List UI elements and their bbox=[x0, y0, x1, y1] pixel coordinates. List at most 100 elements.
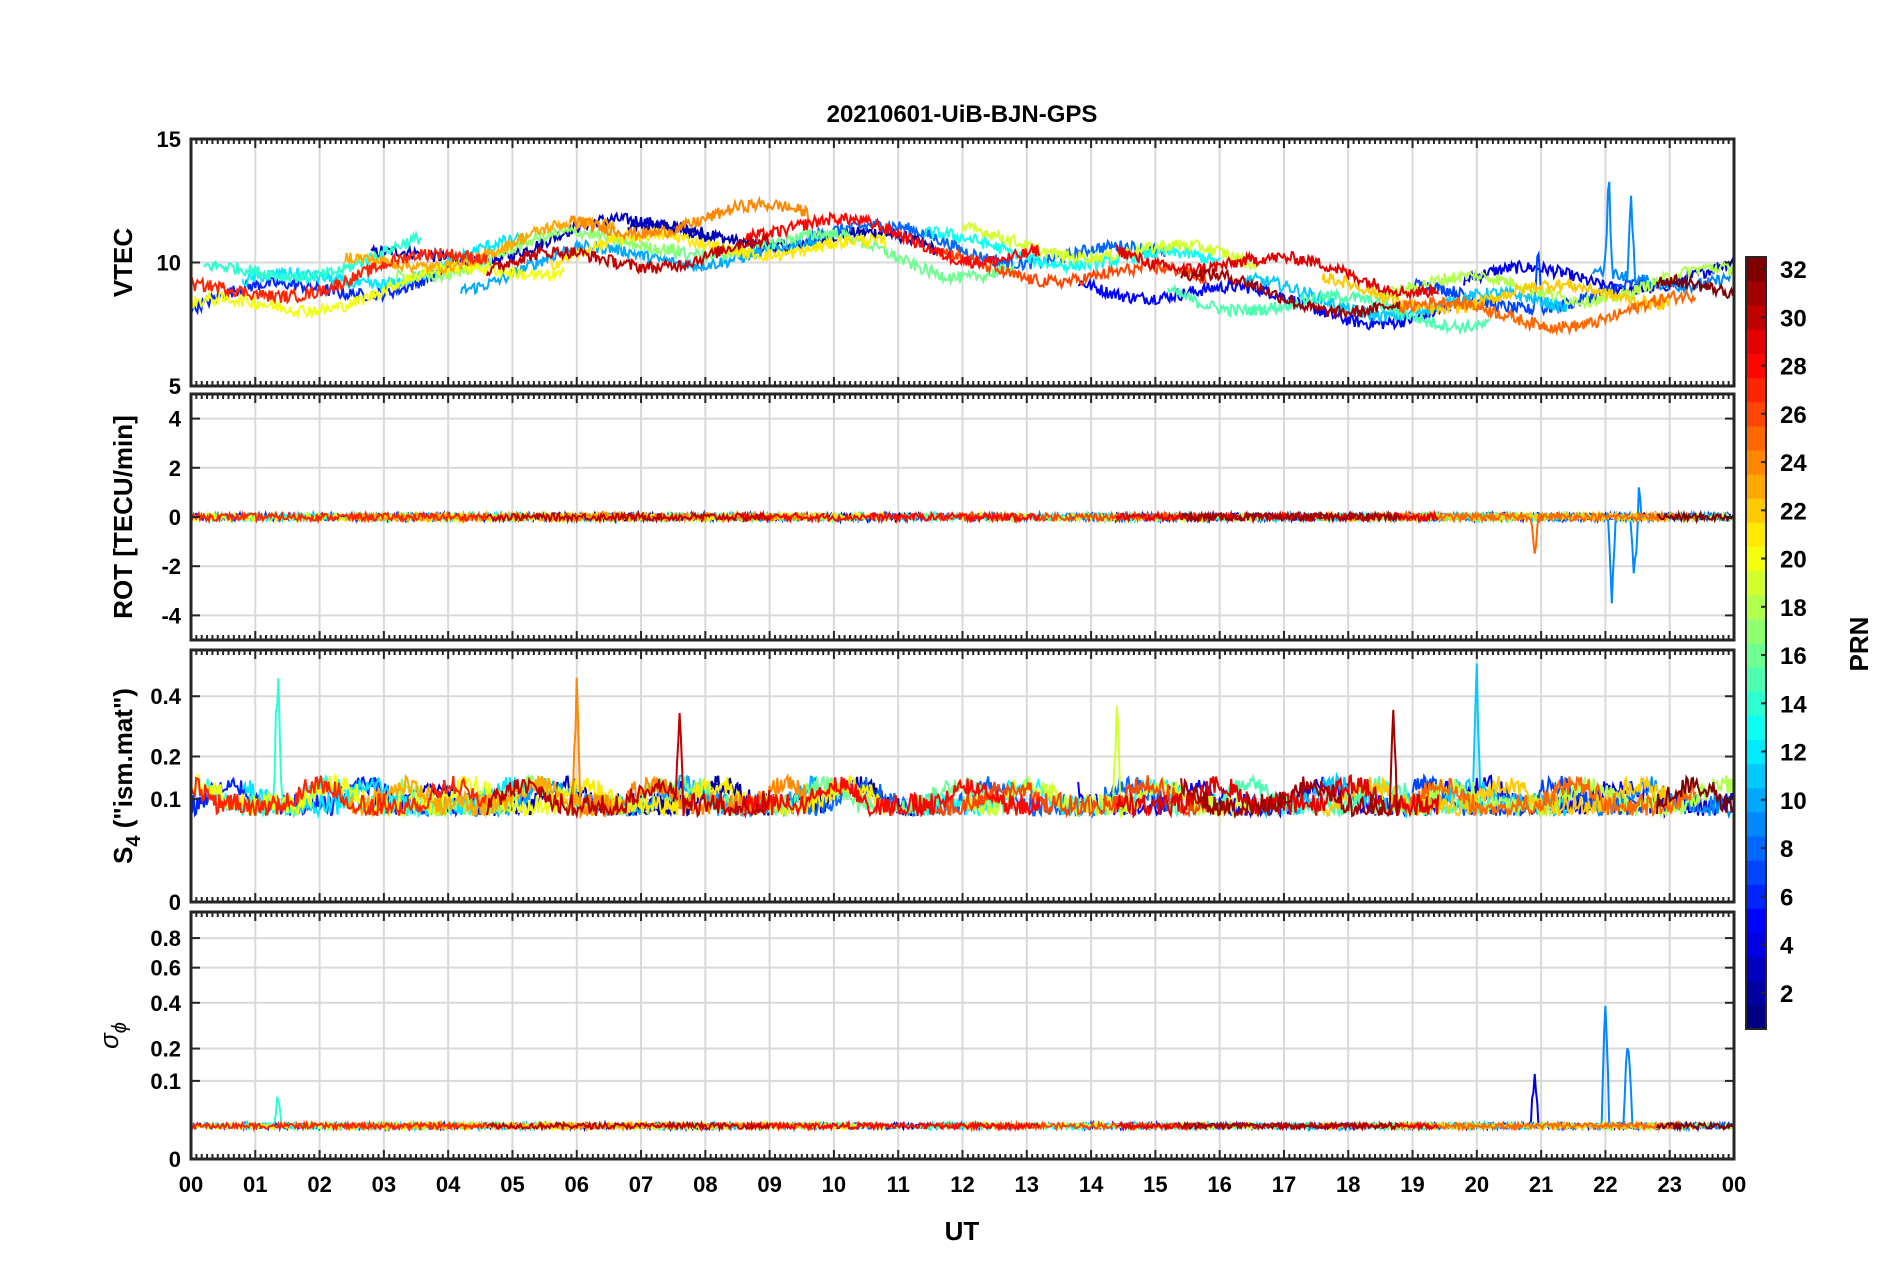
colorbar-swatch bbox=[1746, 498, 1766, 523]
y-tick-label: 0.1 bbox=[150, 787, 181, 812]
colorbar-swatch bbox=[1746, 594, 1766, 620]
x-tick-label: 14 bbox=[1079, 1172, 1104, 1197]
colorbar-swatch bbox=[1746, 281, 1766, 306]
series-line-prn-22 bbox=[1321, 272, 1671, 316]
colorbar-swatch bbox=[1746, 618, 1766, 644]
series-line-prn-12 bbox=[241, 231, 527, 291]
colorbar-swatch bbox=[1746, 546, 1766, 572]
y-axis-label-vtec: VTEC bbox=[108, 228, 138, 298]
colorbar-swatch bbox=[1746, 980, 1766, 1006]
colorbar-swatch bbox=[1746, 305, 1766, 330]
y-tick-label: 0.4 bbox=[150, 684, 181, 709]
colorbar-swatch bbox=[1746, 329, 1766, 354]
series-line-prn-21 bbox=[550, 225, 887, 272]
x-tick-label: 05 bbox=[500, 1172, 524, 1197]
x-tick-label: 00 bbox=[1722, 1172, 1746, 1197]
colorbar-tick-label: 10 bbox=[1780, 788, 1807, 815]
y-tick-label: 0 bbox=[169, 1147, 181, 1172]
x-axis-label: UT bbox=[945, 1216, 980, 1246]
y-tick-label: 5 bbox=[169, 374, 181, 399]
y-tick-label: 0.1 bbox=[150, 1069, 181, 1094]
colorbar-swatch bbox=[1746, 739, 1766, 765]
x-tick-label: 00 bbox=[179, 1172, 203, 1197]
series-line-prn-29 bbox=[1115, 244, 1440, 301]
colorbar-swatch bbox=[1746, 377, 1766, 403]
y-tick-label: 2 bbox=[169, 456, 181, 481]
series-line-prn-26 bbox=[935, 775, 1208, 819]
y-tick-label: -4 bbox=[161, 603, 181, 628]
y-tick-label: 4 bbox=[169, 407, 182, 432]
panel-rot: -4 -2 0 2 4 ROT [TECU/min] bbox=[108, 392, 1736, 642]
series-line-prn-27 bbox=[191, 509, 488, 525]
colorbar-swatch bbox=[1746, 787, 1766, 813]
series-line-prn-28 bbox=[743, 1120, 1041, 1133]
y-tick-label: 0.8 bbox=[150, 926, 181, 951]
y-tick-label: 0.2 bbox=[150, 1037, 181, 1062]
series-line-prn-25 bbox=[1398, 775, 1697, 819]
series-line-prn-11 bbox=[1244, 663, 1568, 819]
series-group bbox=[191, 1005, 1734, 1133]
colorbar-swatch bbox=[1746, 836, 1766, 861]
series-group bbox=[191, 663, 1734, 820]
colorbar-swatch bbox=[1746, 474, 1766, 499]
colorbar-frame bbox=[1745, 256, 1767, 1030]
colorbar-tick-label: 6 bbox=[1780, 884, 1793, 911]
colorbar-swatch bbox=[1746, 401, 1766, 427]
x-tick-label: 21 bbox=[1529, 1172, 1553, 1197]
series-line-prn-27 bbox=[191, 775, 488, 817]
y-tick-label: 0 bbox=[169, 505, 181, 530]
series-line-prn-26 bbox=[936, 1119, 1208, 1133]
y-tick-label: 0 bbox=[169, 890, 181, 915]
colorbar-tick-label: 14 bbox=[1780, 691, 1807, 718]
colorbar-swatch bbox=[1746, 860, 1766, 885]
x-tick-label: 19 bbox=[1400, 1172, 1424, 1197]
y-tick-label: 0.2 bbox=[150, 745, 181, 770]
colorbar-swatch bbox=[1746, 353, 1766, 379]
colorbar-swatch bbox=[1746, 884, 1766, 909]
series-line-prn-30 bbox=[485, 510, 771, 525]
series-line-prn-28 bbox=[743, 211, 1041, 271]
x-tick-label: 16 bbox=[1207, 1172, 1231, 1197]
x-tick-label: 10 bbox=[822, 1172, 846, 1197]
colorbar-tick-label: 24 bbox=[1780, 450, 1807, 477]
series-line-prn-30 bbox=[485, 712, 771, 819]
colorbar-tick-label: 18 bbox=[1780, 595, 1807, 622]
colorbar-swatch bbox=[1746, 763, 1766, 789]
x-tick-label: 01 bbox=[243, 1172, 267, 1197]
series-line-prn-30 bbox=[485, 1120, 771, 1133]
colorbar-tick-label: 28 bbox=[1780, 354, 1807, 381]
series-line-prn-24 bbox=[569, 195, 810, 243]
panel-vtec: 5 10 15 VTEC bbox=[108, 127, 1736, 399]
x-tick-label: 02 bbox=[307, 1172, 331, 1197]
colorbar-swatch bbox=[1746, 425, 1766, 451]
x-tick-label: 23 bbox=[1657, 1172, 1681, 1197]
x-tick-label: 06 bbox=[565, 1172, 589, 1197]
series-line-prn-27 bbox=[191, 247, 488, 305]
colorbar-swatch bbox=[1746, 522, 1766, 547]
colorbar-label: PRN bbox=[1844, 617, 1874, 672]
x-tick-label: 07 bbox=[629, 1172, 653, 1197]
series-line-prn-31 bbox=[1180, 1121, 1401, 1132]
y-axis-label-sigma_phi: σϕ bbox=[94, 1022, 131, 1049]
series-line-prn-5 bbox=[1077, 276, 1452, 331]
colorbar-tick-label: 26 bbox=[1780, 402, 1807, 429]
colorbar-swatch bbox=[1746, 956, 1766, 982]
colorbar-swatch bbox=[1746, 667, 1766, 692]
series-line-prn-30 bbox=[485, 232, 771, 277]
colorbar-tick-label: 12 bbox=[1780, 740, 1807, 767]
series-line-prn-28 bbox=[742, 509, 1041, 525]
series-line-prn-31 bbox=[1180, 509, 1401, 525]
y-tick-label: 15 bbox=[157, 127, 181, 152]
series-line-prn-27 bbox=[191, 1119, 488, 1133]
series-line-prn-17 bbox=[395, 224, 681, 285]
colorbar-swatch bbox=[1746, 643, 1766, 668]
series-line-prn-32 bbox=[1656, 509, 1734, 525]
colorbar-swatch bbox=[1746, 811, 1766, 837]
colorbar-swatch bbox=[1746, 1004, 1766, 1030]
panel-sigma_phi: 0 0.1 0.2 0.4 0.6 0.8 σϕ 00 01 02 03 04 05 06 07 08 09 10… bbox=[94, 910, 1746, 1197]
colorbar-tick-label: 30 bbox=[1780, 305, 1807, 332]
colorbar-tick-label: 8 bbox=[1780, 836, 1793, 863]
y-tick-label: 0.4 bbox=[150, 991, 181, 1016]
